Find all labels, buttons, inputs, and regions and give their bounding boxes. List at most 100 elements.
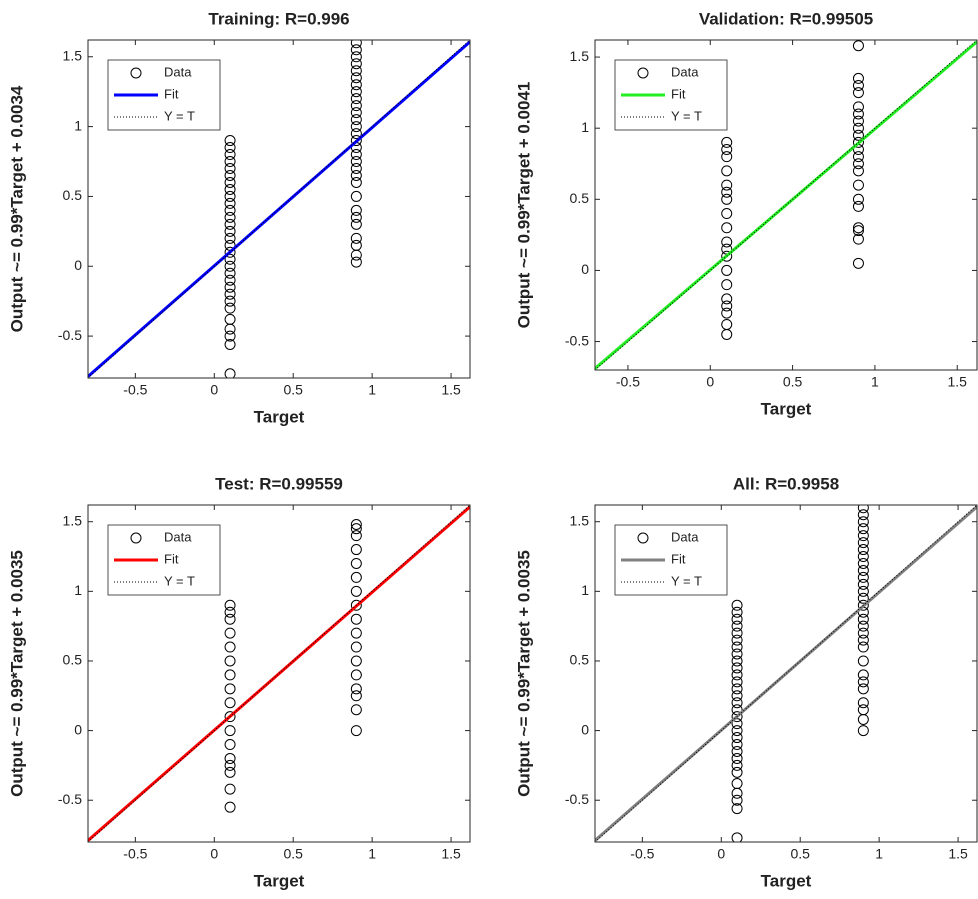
data-point — [852, 101, 864, 113]
identity-line — [595, 505, 977, 842]
legend-marker — [130, 67, 142, 79]
x-tick-label: 1.5 — [441, 846, 461, 862]
data-point — [350, 218, 362, 230]
data-point — [350, 669, 362, 681]
data-point — [224, 142, 236, 154]
data-point — [350, 256, 362, 268]
data-point — [857, 509, 869, 521]
data-point — [857, 613, 869, 625]
plot-marks — [88, 505, 470, 842]
y-tick-label: 1.5 — [63, 512, 83, 528]
data-point — [350, 211, 362, 223]
identity-line — [595, 40, 977, 370]
data-point — [224, 641, 236, 653]
legend-marker — [130, 532, 142, 544]
y-axis-label: Output ~= 0.99*Target + 0.0035 — [514, 550, 533, 797]
legend-label: Y = T — [671, 573, 702, 588]
data-point — [852, 151, 864, 163]
data-point — [857, 516, 869, 528]
x-tick-label: -0.5 — [123, 846, 147, 862]
axes-box — [87, 504, 471, 843]
y-tick-label: 0.5 — [63, 652, 83, 668]
data-point — [731, 794, 743, 806]
data-point — [350, 190, 362, 202]
data-point — [350, 121, 362, 133]
legend-label: Fit — [671, 86, 686, 101]
data-point — [721, 250, 733, 262]
data-point — [224, 739, 236, 751]
axes-box — [594, 39, 978, 371]
data-point — [731, 613, 743, 625]
data-point — [857, 676, 869, 688]
x-axis-label: Target — [761, 871, 812, 890]
y-tick-label: 0 — [74, 721, 82, 737]
data-point — [224, 697, 236, 709]
data-point — [857, 585, 869, 597]
data-point — [350, 86, 362, 98]
data-point — [224, 801, 236, 813]
data-point — [350, 725, 362, 737]
data-point — [721, 165, 733, 177]
data-point — [350, 544, 362, 556]
data-point — [224, 281, 236, 293]
x-tick-label: 1 — [368, 382, 376, 398]
data-point — [721, 186, 733, 198]
x-tick-label: 0.5 — [283, 382, 303, 398]
data-point — [224, 330, 236, 342]
data-point — [857, 571, 869, 583]
y-tick-label: -0.5 — [58, 791, 82, 807]
legend-label: Y = T — [164, 108, 195, 123]
data-point — [350, 655, 362, 667]
legend-label: Y = T — [671, 108, 702, 123]
x-tick-label: -0.5 — [630, 846, 654, 862]
data-point — [721, 264, 733, 276]
data-point — [731, 627, 743, 639]
legend-label: Fit — [164, 86, 179, 101]
data-point — [857, 669, 869, 681]
data-point — [857, 523, 869, 535]
x-tick-label: 0.5 — [783, 374, 803, 390]
data-point — [224, 783, 236, 795]
data-point — [350, 690, 362, 702]
data-point — [350, 557, 362, 569]
data-point — [731, 620, 743, 632]
data-point — [224, 313, 236, 325]
chart-title: All: R=0.9958 — [733, 474, 839, 493]
chart-title: Test: R=0.99559 — [215, 474, 343, 493]
data-point — [731, 697, 743, 709]
data-point — [857, 725, 869, 737]
axes-box — [594, 504, 978, 843]
y-tick-label: 1 — [581, 582, 589, 598]
data-point — [731, 803, 743, 815]
data-point — [731, 662, 743, 674]
data-point — [350, 239, 362, 251]
data-point — [350, 128, 362, 140]
data-point — [350, 704, 362, 716]
fit-line — [88, 505, 470, 842]
data-point — [857, 704, 869, 716]
data-point — [224, 295, 236, 307]
y-tick-label: 0 — [581, 261, 589, 277]
data-point — [350, 149, 362, 161]
y-tick-label: 1.5 — [63, 47, 83, 63]
axes-box — [87, 39, 471, 379]
x-tick-label: -0.5 — [123, 382, 147, 398]
data-point — [731, 725, 743, 737]
data-point — [350, 518, 362, 530]
legend-label: Data — [671, 529, 699, 544]
data-point — [721, 318, 733, 330]
data-point — [731, 752, 743, 764]
data-point — [350, 79, 362, 91]
data-point — [852, 222, 864, 234]
data-point — [721, 179, 733, 191]
data-point — [224, 135, 236, 147]
x-axis-label: Target — [761, 399, 812, 418]
data-point — [350, 114, 362, 126]
data-point — [857, 557, 869, 569]
data-point — [224, 302, 236, 314]
data-point — [224, 613, 236, 625]
x-axis-label: Target — [254, 407, 305, 426]
data-point — [857, 655, 869, 667]
data-point — [852, 158, 864, 170]
